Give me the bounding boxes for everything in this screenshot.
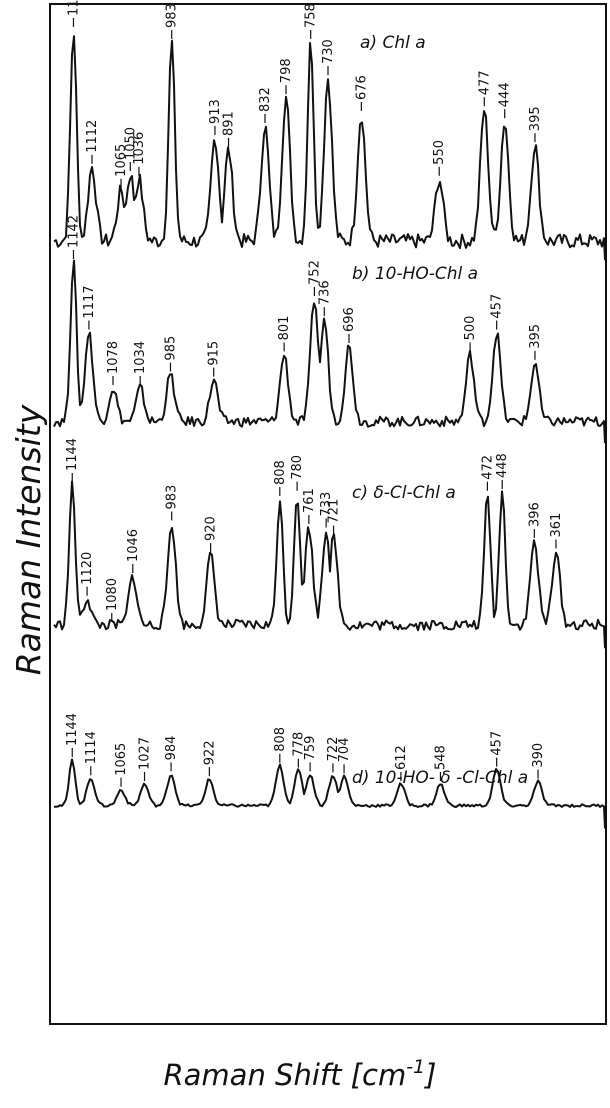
peak-ticks	[71, 18, 557, 787]
peak-label-1-1142: 1142	[66, 0, 81, 16]
peak-label-1-891: 891	[222, 111, 237, 136]
peak-label-1-758: 758	[304, 3, 319, 28]
peak-label-2-985: 985	[163, 336, 178, 361]
x-axis-label-superscript: -1	[406, 1056, 425, 1078]
x-axis-label-bracket: ]	[423, 1058, 436, 1092]
peak-label-1-676: 676	[354, 75, 369, 100]
y-axis-label: Raman Intensity	[9, 404, 48, 675]
spectra-traces	[53, 35, 606, 829]
peak-label-1-1050: 1050	[123, 127, 138, 160]
peak-label-4-722: 722	[326, 737, 341, 762]
series-title-4: d) 10-HO- δ -Cl-Chl a	[352, 768, 528, 788]
peak-label-4-1144: 1144	[65, 713, 80, 746]
spectrum-line-2	[53, 259, 606, 444]
series-title-2: b) 10-HO-Chl a	[352, 264, 478, 284]
peak-label-4-1065: 1065	[114, 743, 129, 776]
plot-frame	[49, 3, 607, 1025]
peak-label-2-696: 696	[342, 307, 357, 332]
peak-label-4-922: 922	[202, 740, 217, 765]
peak-label-1-444: 444	[498, 82, 513, 107]
peak-label-3-733: 733	[319, 492, 334, 517]
peak-label-2-500: 500	[463, 316, 478, 341]
peak-label-2-915: 915	[207, 341, 222, 366]
peak-label-2-457: 457	[490, 294, 505, 319]
peak-label-3-761: 761	[302, 488, 317, 513]
peak-label-2-1034: 1034	[133, 341, 148, 374]
peak-label-1-832: 832	[258, 87, 273, 112]
peak-label-4-1027: 1027	[138, 737, 153, 770]
peak-label-3-780: 780	[290, 455, 305, 480]
peak-label-1-730: 730	[321, 39, 336, 64]
peak-label-1-1112: 1112	[85, 120, 100, 153]
spectrum-line-1	[53, 35, 606, 261]
peak-label-3-1144: 1144	[65, 438, 80, 471]
peak-label-4-457: 457	[490, 731, 505, 756]
peak-label-2-1142: 1142	[66, 215, 81, 248]
peak-label-1-798: 798	[279, 58, 294, 83]
peak-label-3-448: 448	[495, 453, 510, 478]
peak-label-2-395: 395	[528, 324, 543, 349]
peak-label-4-778: 778	[291, 732, 306, 757]
peak-label-3-472: 472	[480, 455, 495, 480]
peak-label-2-1078: 1078	[106, 341, 121, 374]
peak-label-1-983: 983	[165, 3, 180, 28]
peak-label-1-1036: 1036	[132, 132, 147, 165]
peak-label-1-395: 395	[528, 106, 543, 131]
peak-label-4-1114: 1114	[84, 731, 99, 764]
series-title-3: c) δ-Cl-Chl a	[352, 483, 456, 503]
peak-labels: 1142111210651050103698391389183279875873…	[65, 0, 564, 776]
peak-label-2-801: 801	[277, 316, 292, 341]
x-axis-label-text: Raman Shift [cm	[164, 1058, 407, 1092]
series-title-1: a) Chl a	[360, 33, 426, 53]
peak-label-4-390: 390	[531, 743, 546, 768]
series-titles: a) Chl a b) 10-HO-Chl a c) δ-Cl-Chl a d) 10…	[352, 33, 528, 788]
peak-label-3-1080: 1080	[105, 578, 120, 611]
peak-label-3-983: 983	[165, 485, 180, 510]
peak-label-3-1046: 1046	[126, 529, 141, 562]
peak-label-3-1120: 1120	[80, 552, 95, 585]
peak-label-1-477: 477	[477, 70, 492, 95]
peak-label-1-550: 550	[432, 140, 447, 165]
peak-label-4-548: 548	[433, 745, 448, 770]
spectrum-line-3	[53, 480, 606, 649]
peak-label-3-808: 808	[273, 460, 288, 485]
peak-label-1-913: 913	[208, 99, 223, 124]
peak-label-4-808: 808	[273, 727, 288, 752]
peak-label-2-752: 752	[307, 260, 322, 285]
peak-label-1-1065: 1065	[114, 144, 129, 177]
peak-label-3-721: 721	[327, 499, 342, 524]
peak-label-4-759: 759	[303, 736, 318, 761]
peak-label-4-984: 984	[164, 736, 179, 761]
peak-label-2-736: 736	[317, 280, 332, 305]
x-axis-label: Raman Shift [cm-1]	[164, 1056, 437, 1092]
peak-label-3-396: 396	[527, 502, 542, 527]
peak-label-3-920: 920	[204, 516, 219, 541]
peak-label-2-1117: 1117	[82, 285, 97, 318]
peak-label-3-361: 361	[549, 513, 564, 538]
spectrum-line-4	[53, 758, 606, 829]
peak-label-4-704: 704	[337, 737, 352, 762]
peak-label-4-612: 612	[394, 745, 409, 770]
